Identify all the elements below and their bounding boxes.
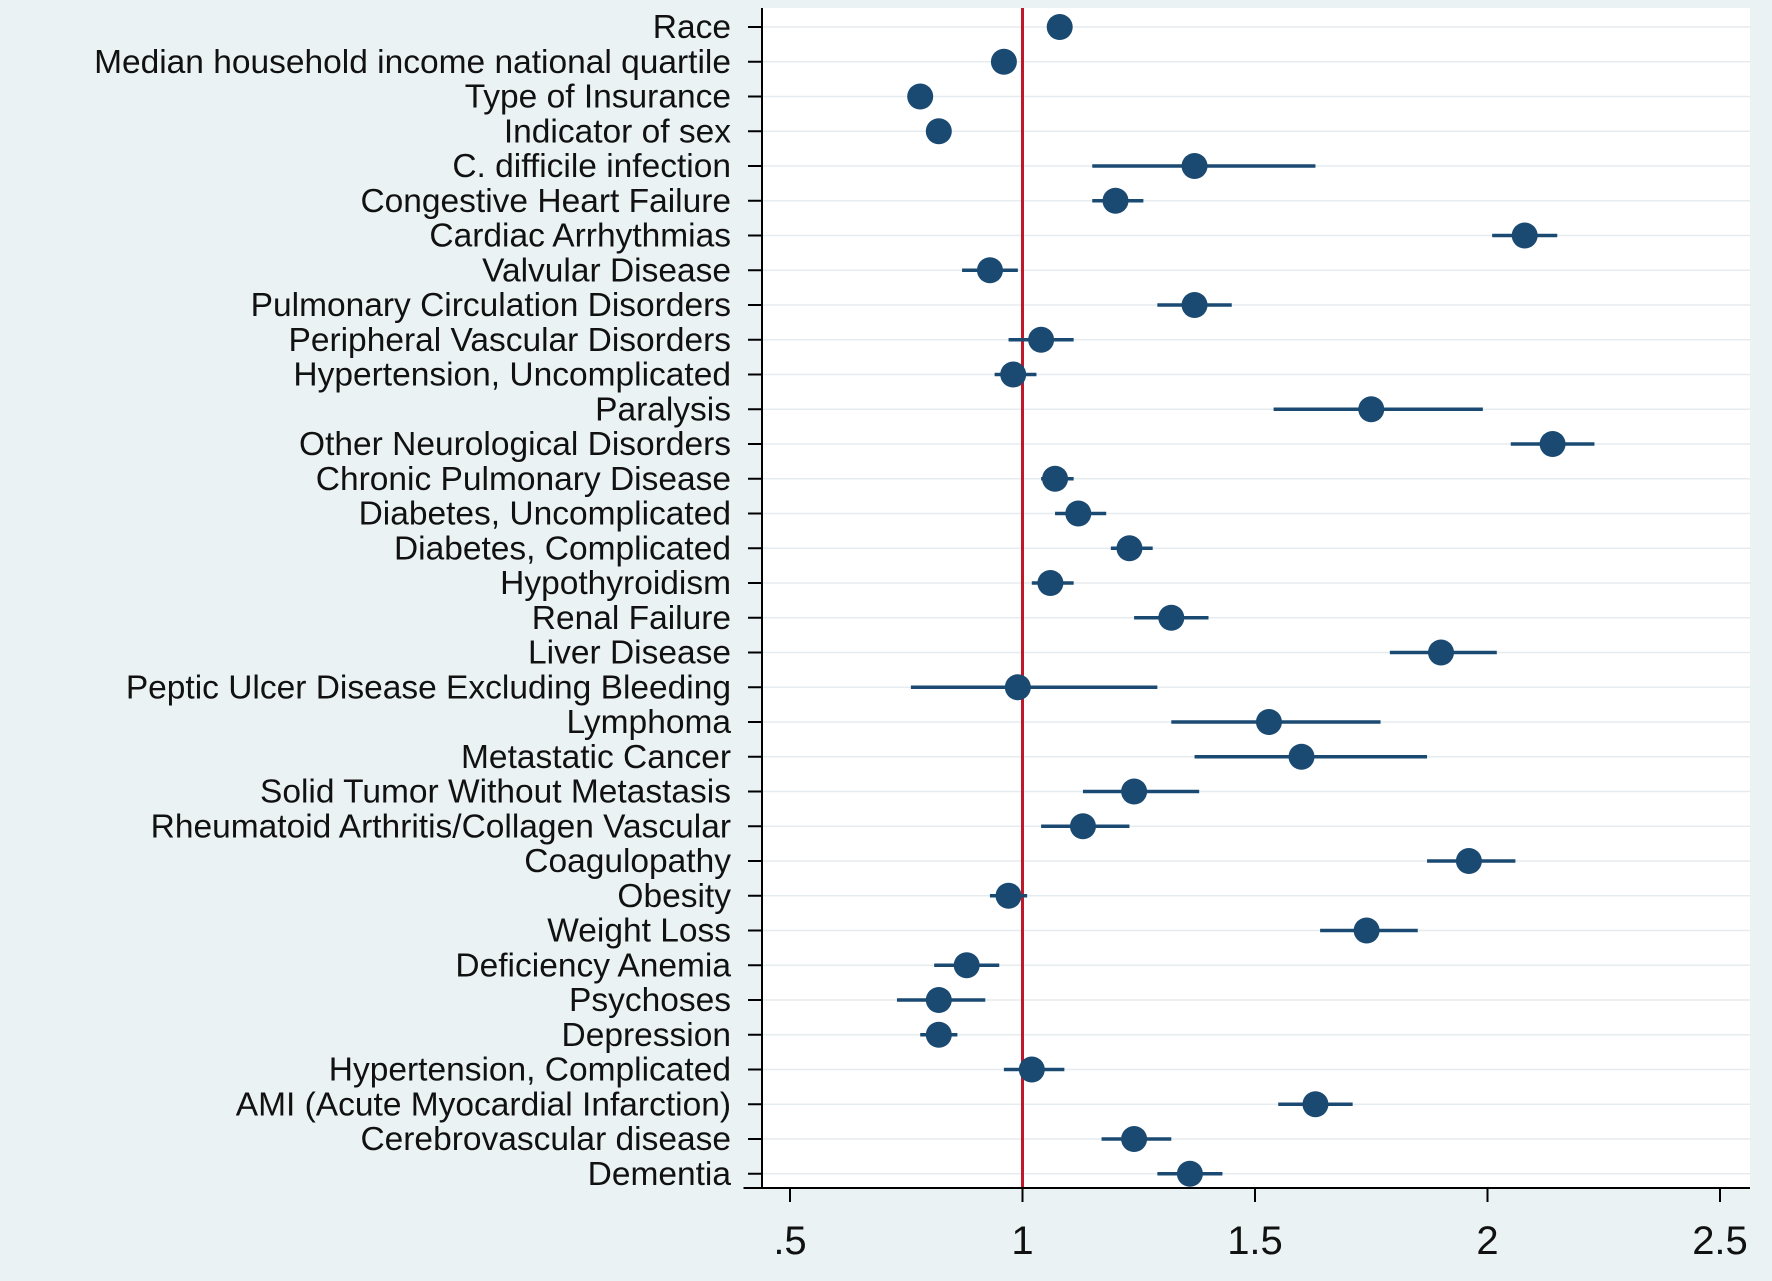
row-label: Rheumatoid Arthritis/Collagen Vascular bbox=[151, 808, 731, 845]
row-label: Pulmonary Circulation Disorders bbox=[251, 287, 731, 324]
x-tick-label: 1.5 bbox=[1227, 1219, 1283, 1263]
row-label: Dementia bbox=[588, 1156, 732, 1193]
estimate-point bbox=[1069, 813, 1096, 840]
row-label: Type of Insurance bbox=[465, 79, 731, 116]
row-label: Hypertension, Complicated bbox=[329, 1052, 731, 1089]
row-label: Lymphoma bbox=[567, 704, 732, 741]
estimate-point bbox=[1121, 778, 1148, 805]
row-label: AMI (Acute Myocardial Infarction) bbox=[236, 1086, 731, 1123]
estimate-point bbox=[1018, 1056, 1045, 1083]
estimate-point-layer bbox=[907, 14, 1566, 1187]
estimate-point bbox=[1302, 1091, 1329, 1118]
estimate-point bbox=[1102, 187, 1129, 214]
row-label: C. difficile infection bbox=[452, 148, 731, 185]
row-label: Paralysis bbox=[595, 391, 731, 428]
estimate-point bbox=[1000, 361, 1027, 388]
estimate-point bbox=[925, 1021, 952, 1048]
row-label: Coagulopathy bbox=[524, 843, 731, 880]
estimate-point bbox=[925, 987, 952, 1013]
estimate-point bbox=[907, 83, 934, 110]
estimate-point bbox=[995, 882, 1022, 909]
row-label: Cardiac Arrhythmias bbox=[429, 218, 731, 255]
estimate-point bbox=[1004, 674, 1031, 701]
row-label: Cerebrovascular disease bbox=[360, 1121, 731, 1158]
row-label: Psychoses bbox=[569, 982, 731, 1019]
row-label: Indicator of sex bbox=[504, 113, 731, 150]
estimate-point bbox=[953, 952, 980, 979]
plot-area bbox=[762, 8, 1750, 1188]
estimate-point bbox=[1428, 639, 1454, 666]
estimate-point bbox=[1288, 743, 1315, 770]
row-label: Hypertension, Uncomplicated bbox=[293, 357, 731, 394]
estimate-point bbox=[1176, 1160, 1203, 1187]
estimate-point bbox=[1511, 222, 1538, 249]
row-label: Race bbox=[653, 9, 731, 46]
estimate-point bbox=[976, 257, 1003, 284]
estimate-point bbox=[1028, 326, 1055, 353]
estimate-point bbox=[1181, 153, 1208, 179]
estimate-point bbox=[1046, 14, 1073, 40]
row-label: Congestive Heart Failure bbox=[360, 183, 731, 220]
row-label: Obesity bbox=[617, 878, 731, 915]
axis-layer: .5 1 1.5 2 2.5 bbox=[743, 8, 1750, 1263]
row-label: Other Neurological Disorders bbox=[299, 426, 731, 463]
estimate-point bbox=[990, 48, 1017, 75]
estimate-point bbox=[925, 118, 952, 145]
row-label: Metastatic Cancer bbox=[461, 739, 731, 776]
x-tick-label: 1 bbox=[1011, 1219, 1033, 1263]
row-label: Hypothyroidism bbox=[500, 565, 731, 602]
row-label: Renal Failure bbox=[532, 600, 731, 637]
row-label: Valvular Disease bbox=[482, 252, 731, 289]
x-tick-label: 2.5 bbox=[1692, 1219, 1748, 1263]
grid-layer bbox=[762, 26, 1750, 1175]
row-label: Weight Loss bbox=[547, 913, 731, 950]
row-label: Median household income national quartil… bbox=[94, 44, 731, 81]
row-label: Solid Tumor Without Metastasis bbox=[260, 774, 731, 811]
estimate-point bbox=[1042, 465, 1069, 492]
estimate-point bbox=[1158, 604, 1185, 631]
row-label: Peripheral Vascular Disorders bbox=[288, 322, 731, 359]
estimate-point bbox=[1353, 917, 1380, 944]
row-label: Peptic Ulcer Disease Excluding Bleeding bbox=[126, 669, 731, 706]
estimate-point bbox=[1065, 500, 1092, 527]
estimate-point bbox=[1181, 292, 1208, 318]
estimate-point bbox=[1358, 396, 1385, 423]
estimate-point bbox=[1121, 1126, 1148, 1152]
estimate-point bbox=[1037, 570, 1064, 596]
row-label: Deficiency Anemia bbox=[455, 947, 731, 984]
estimate-point bbox=[1116, 535, 1143, 562]
row-label: Depression bbox=[562, 1017, 731, 1054]
row-label: Diabetes, Uncomplicated bbox=[359, 496, 731, 533]
estimate-point bbox=[1455, 848, 1482, 874]
x-tick-label: 2 bbox=[1476, 1219, 1498, 1263]
row-label: Diabetes, Complicated bbox=[394, 530, 731, 567]
x-tick-label: .5 bbox=[773, 1219, 806, 1263]
row-label: Liver Disease bbox=[528, 635, 731, 672]
estimate-point bbox=[1539, 431, 1566, 457]
estimate-point bbox=[1255, 709, 1282, 735]
row-label: Chronic Pulmonary Disease bbox=[316, 461, 731, 498]
